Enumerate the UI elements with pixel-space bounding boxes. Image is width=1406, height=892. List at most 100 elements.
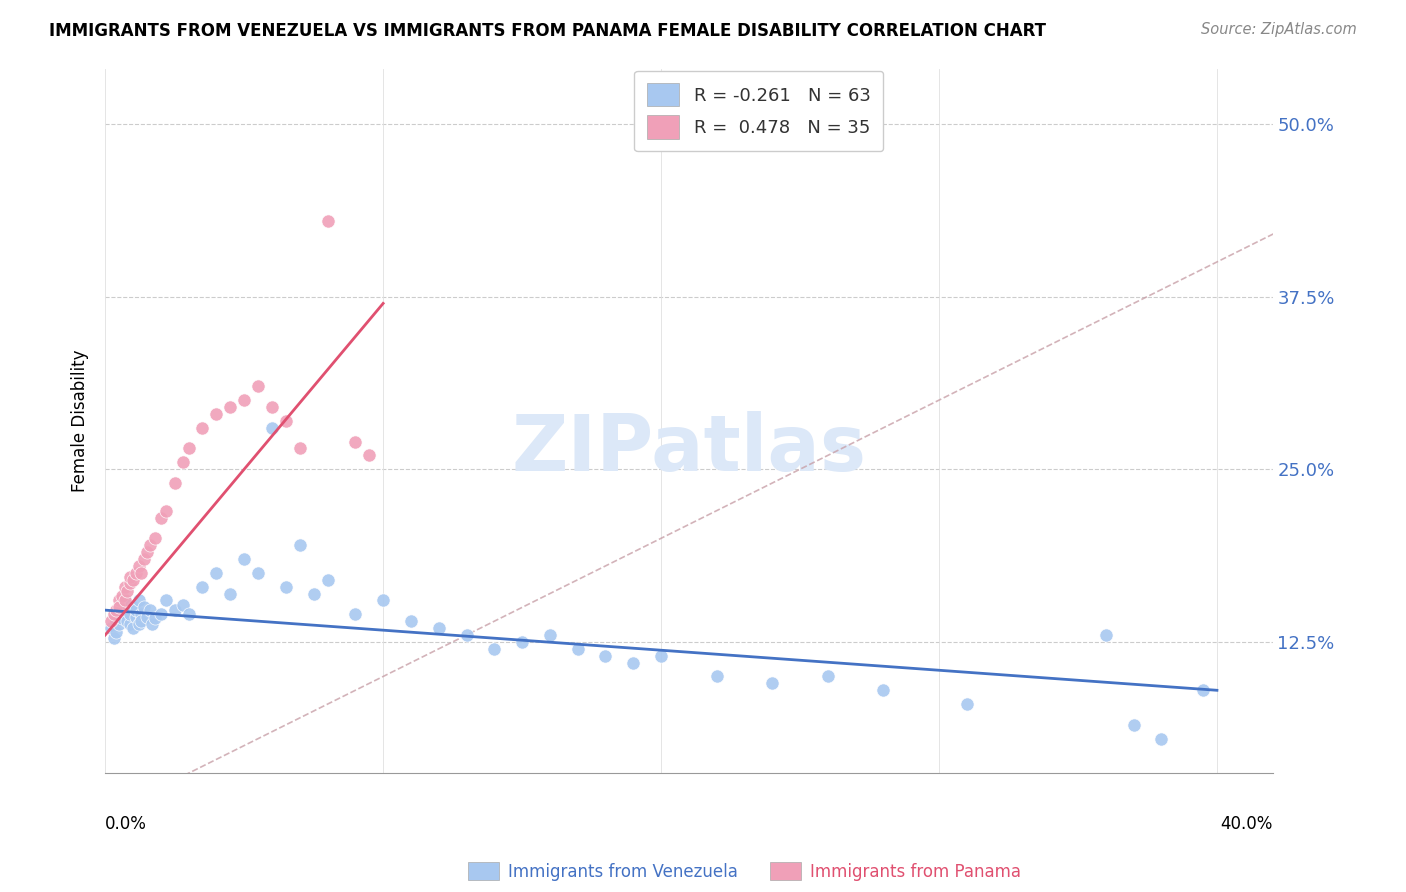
Point <box>510 635 533 649</box>
Point <box>125 566 148 580</box>
Point <box>219 400 242 414</box>
Point <box>143 611 166 625</box>
Point <box>1192 683 1215 698</box>
Point <box>135 545 157 559</box>
Point <box>316 573 339 587</box>
Legend: R = -0.261   N = 63, R =  0.478   N = 35: R = -0.261 N = 63, R = 0.478 N = 35 <box>634 70 883 152</box>
Point <box>177 442 200 456</box>
Point <box>260 421 283 435</box>
Point <box>149 607 172 622</box>
Point <box>219 586 242 600</box>
Point <box>817 669 839 683</box>
Point <box>163 476 186 491</box>
Point <box>128 617 150 632</box>
Point <box>108 617 131 632</box>
Point <box>100 614 122 628</box>
Point <box>105 614 128 628</box>
Point <box>108 593 131 607</box>
Point <box>125 603 148 617</box>
Point <box>205 407 228 421</box>
Point <box>135 610 157 624</box>
Point <box>131 566 153 580</box>
Point <box>155 503 177 517</box>
Point <box>117 614 139 628</box>
Point <box>134 552 156 566</box>
Point <box>344 434 367 449</box>
Point <box>316 213 339 227</box>
Point <box>1150 731 1173 746</box>
Point <box>111 600 134 615</box>
Point <box>456 628 478 642</box>
Point <box>1122 718 1144 732</box>
Text: ZIPatlas: ZIPatlas <box>512 411 866 487</box>
Point <box>128 558 150 573</box>
Y-axis label: Female Disability: Female Disability <box>72 350 89 492</box>
Point <box>233 552 256 566</box>
Point <box>359 449 381 463</box>
Point <box>111 611 134 625</box>
Point <box>138 603 160 617</box>
Point <box>761 676 783 690</box>
Point <box>103 631 125 645</box>
Point <box>427 621 450 635</box>
Point <box>373 593 395 607</box>
Point <box>100 621 122 635</box>
Point <box>595 648 617 663</box>
Point <box>122 621 145 635</box>
Point <box>233 393 256 408</box>
Point <box>128 593 150 607</box>
Point <box>114 593 136 607</box>
Point <box>138 538 160 552</box>
Point <box>117 598 139 612</box>
Point <box>538 628 561 642</box>
Point <box>621 656 644 670</box>
Point <box>302 586 325 600</box>
Point <box>120 617 142 632</box>
Point <box>122 600 145 615</box>
Text: Immigrants from Panama: Immigrants from Panama <box>810 863 1021 881</box>
Point <box>103 607 125 622</box>
Point <box>131 614 153 628</box>
Point <box>567 641 589 656</box>
Text: 0.0%: 0.0% <box>105 815 148 833</box>
Point <box>105 603 128 617</box>
Point <box>399 614 422 628</box>
Text: Immigrants from Venezuela: Immigrants from Venezuela <box>508 863 737 881</box>
Point <box>120 570 142 584</box>
Point <box>247 379 270 393</box>
Point <box>114 593 136 607</box>
Point <box>117 583 139 598</box>
Text: 40.0%: 40.0% <box>1220 815 1272 833</box>
Point <box>247 566 270 580</box>
Point <box>131 607 153 622</box>
Point <box>274 580 297 594</box>
Point <box>125 610 148 624</box>
Point <box>274 414 297 428</box>
Point <box>260 400 283 414</box>
Point <box>163 603 186 617</box>
Point <box>143 531 166 545</box>
Point <box>120 607 142 622</box>
Point <box>172 455 194 469</box>
Point <box>1094 628 1116 642</box>
Point <box>872 683 894 698</box>
Point <box>111 590 134 604</box>
Point <box>288 538 311 552</box>
Point <box>956 697 979 711</box>
Point <box>288 442 311 456</box>
Point <box>134 600 156 615</box>
Point <box>114 580 136 594</box>
Point <box>191 580 214 594</box>
Point <box>177 607 200 622</box>
Point <box>650 648 672 663</box>
Point <box>149 510 172 524</box>
Text: Source: ZipAtlas.com: Source: ZipAtlas.com <box>1201 22 1357 37</box>
Point <box>706 669 728 683</box>
Point <box>108 600 131 615</box>
Point <box>344 607 367 622</box>
Text: IMMIGRANTS FROM VENEZUELA VS IMMIGRANTS FROM PANAMA FEMALE DISABILITY CORRELATIO: IMMIGRANTS FROM VENEZUELA VS IMMIGRANTS … <box>49 22 1046 40</box>
Point <box>205 566 228 580</box>
Point <box>120 575 142 590</box>
Point <box>484 641 506 656</box>
Point <box>172 598 194 612</box>
